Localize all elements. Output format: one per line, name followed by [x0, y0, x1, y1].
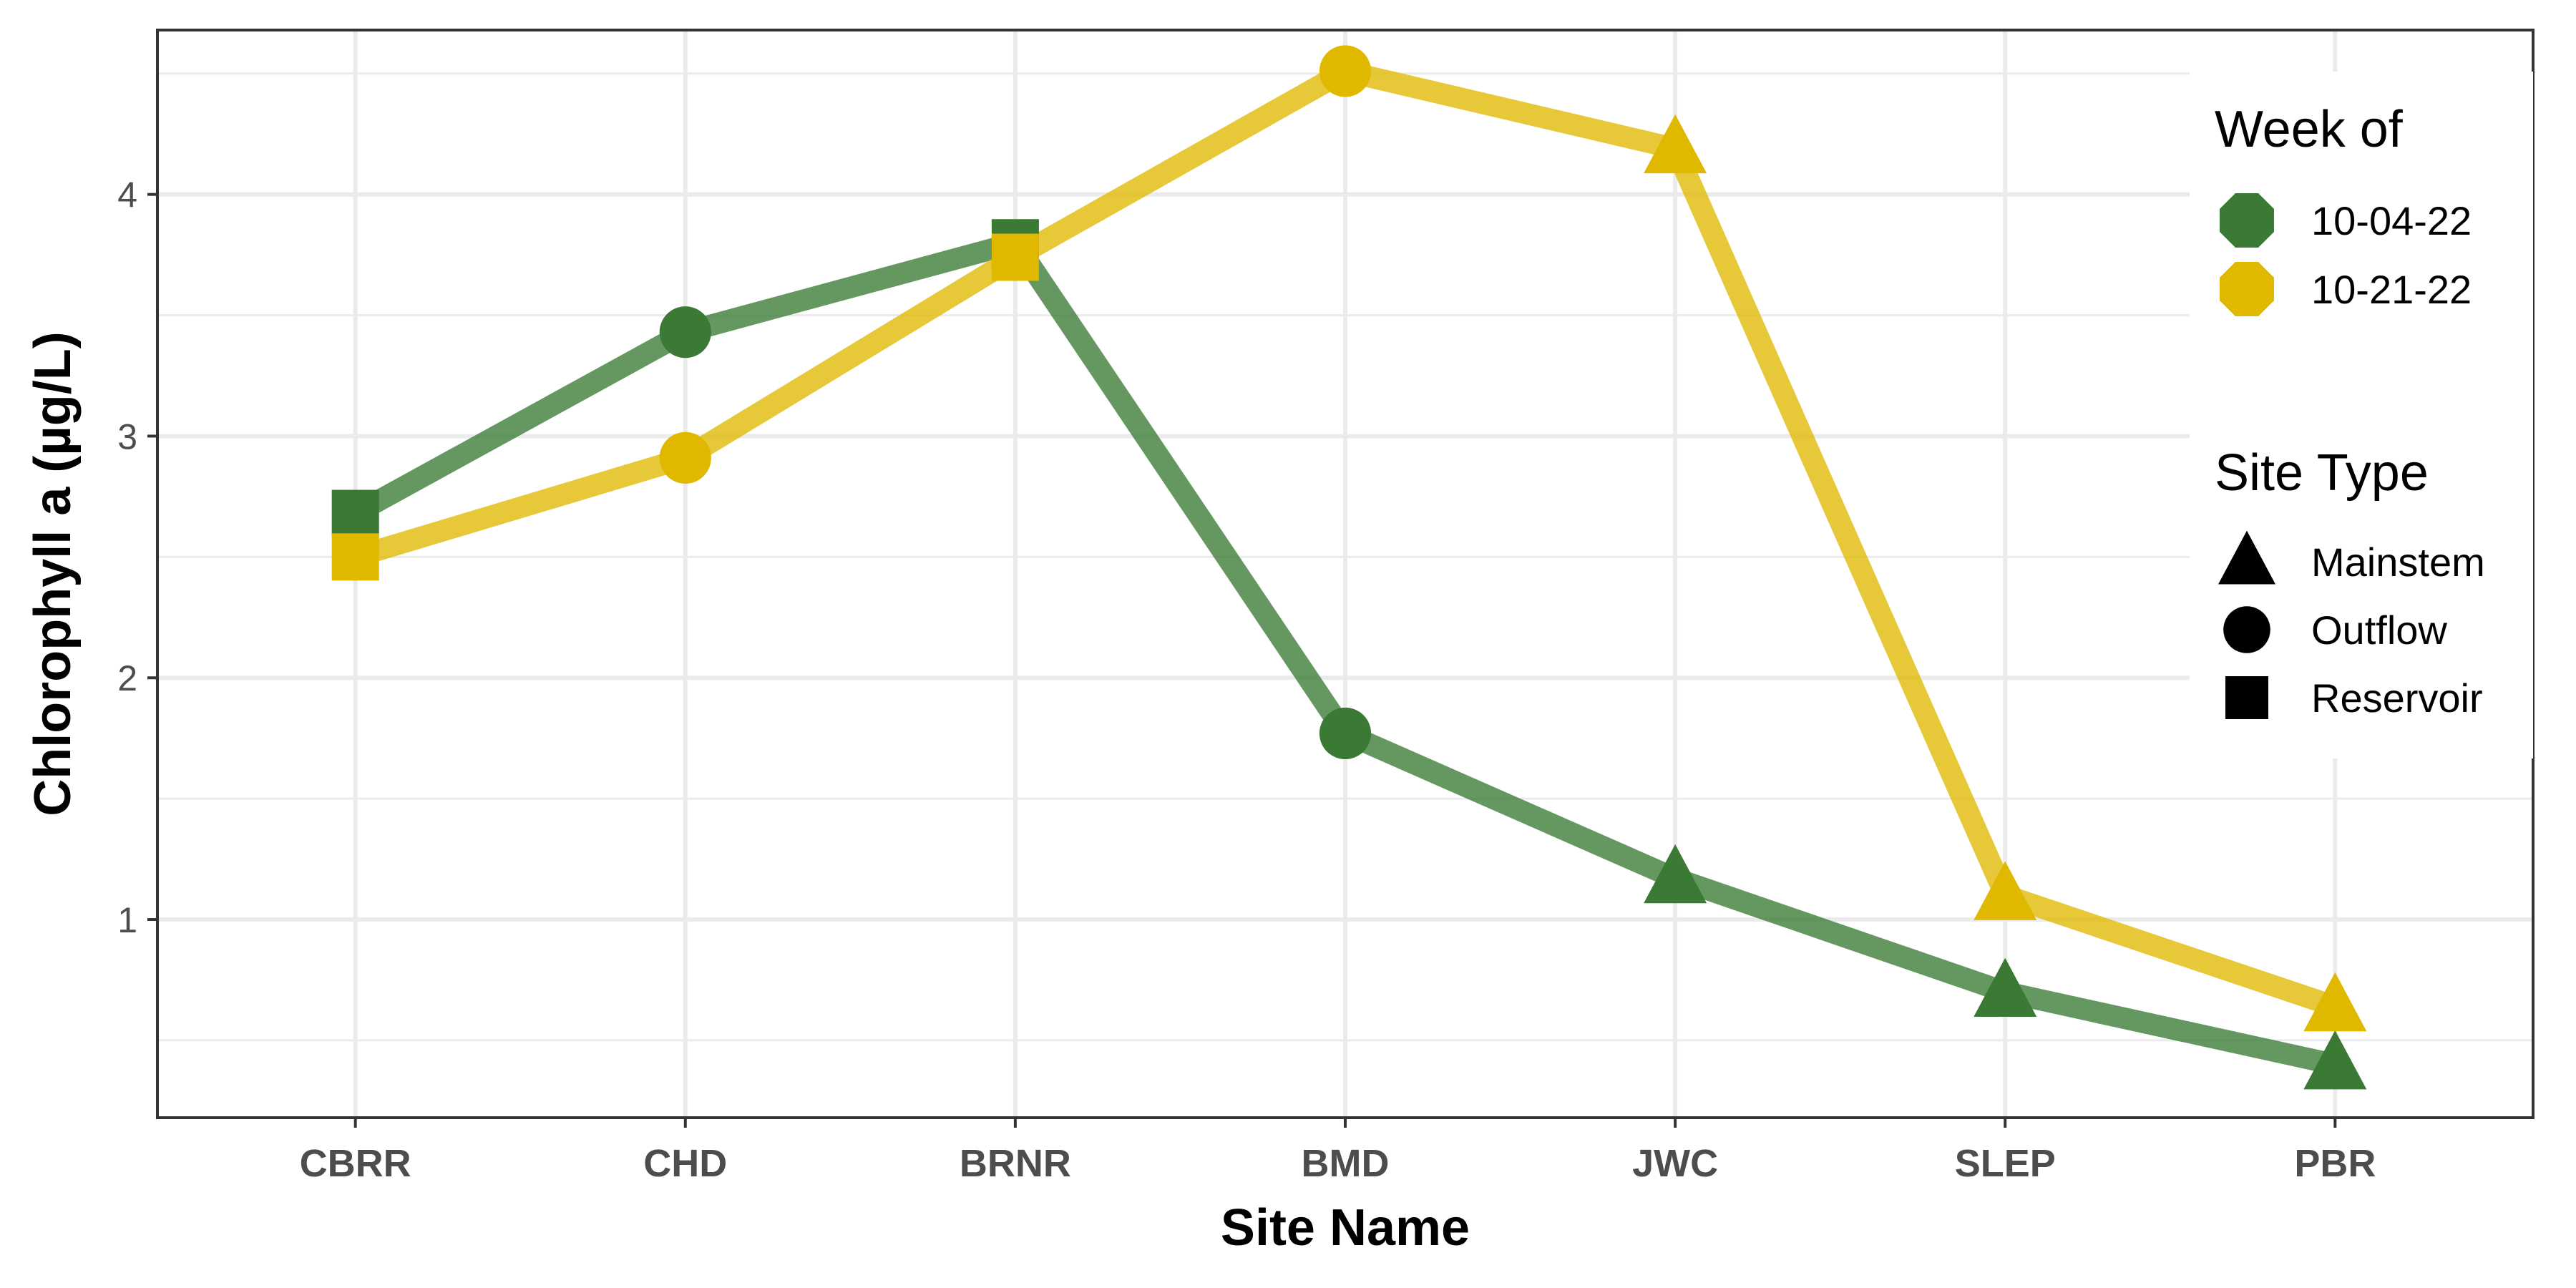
x-tick-label: BRNR	[960, 1142, 1071, 1185]
legend-shape-entries: Mainstem Outflow Reservoir	[2218, 530, 2485, 721]
data-point-10-04-22-CHD	[659, 306, 711, 358]
data-point-10-21-22-BRNR	[991, 233, 1039, 281]
legend-circle-icon	[2223, 606, 2270, 653]
data-point-10-04-22-CBRR	[331, 489, 379, 537]
y-axis-title: Chlorophyll a (µg/L)	[24, 331, 82, 816]
x-tick-label: SLEP	[1955, 1142, 2056, 1185]
data-point-10-21-22-BMD	[1319, 45, 1372, 97]
x-tick-label: JWC	[1632, 1142, 1718, 1185]
data-point-10-04-22-SLEP	[1974, 957, 2037, 1018]
legend-label-week: 10-21-22	[2311, 267, 2472, 312]
legend-square-icon	[2225, 676, 2268, 719]
x-tick-label: PBR	[2294, 1142, 2376, 1185]
x-tick-label: CBRR	[300, 1142, 411, 1185]
legend-title-week: Week of	[2215, 101, 2404, 158]
series-points	[331, 45, 2367, 1090]
legend-color-entries: 10-04-22 10-21-22	[2220, 193, 2472, 316]
data-point-10-21-22-PBR	[2303, 972, 2367, 1032]
data-point-10-21-22-SLEP	[1974, 861, 2037, 920]
legend-label-site-type: Reservoir	[2311, 675, 2483, 721]
y-tick-label: 4	[117, 175, 137, 215]
legend-label-site-type: Outflow	[2311, 608, 2447, 653]
x-tick-label: BMD	[1302, 1142, 1390, 1185]
legend-title-site-type: Site Type	[2215, 444, 2429, 502]
x-axis-title: Site Name	[1221, 1199, 1470, 1257]
legend-background	[2190, 72, 2533, 758]
data-point-10-04-22-JWC	[1644, 844, 1707, 904]
legend-label-week: 10-04-22	[2311, 198, 2472, 243]
x-tick-label: CHD	[643, 1142, 727, 1185]
data-point-10-21-22-CBRR	[331, 533, 379, 581]
data-point-10-04-22-BMD	[1319, 707, 1372, 760]
data-point-10-21-22-JWC	[1644, 114, 1707, 174]
legend: Week of 10-04-22 10-21-22 Site Type Mains…	[2190, 72, 2533, 758]
y-tick-label: 2	[117, 658, 137, 698]
y-tick-label: 1	[117, 900, 137, 940]
y-axis: 1 2 3 4	[117, 175, 157, 940]
data-point-10-21-22-CHD	[659, 431, 711, 484]
legend-key-marker	[2220, 262, 2274, 316]
x-axis: CBRR CHD BRNR BMD JWC SLEP PBR	[300, 1118, 2376, 1185]
data-point-10-04-22-PBR	[2303, 1030, 2367, 1090]
legend-triangle-icon	[2218, 530, 2275, 585]
legend-key-marker	[2220, 193, 2274, 248]
y-tick-label: 3	[117, 416, 137, 457]
legend-label-site-type: Mainstem	[2311, 540, 2485, 585]
